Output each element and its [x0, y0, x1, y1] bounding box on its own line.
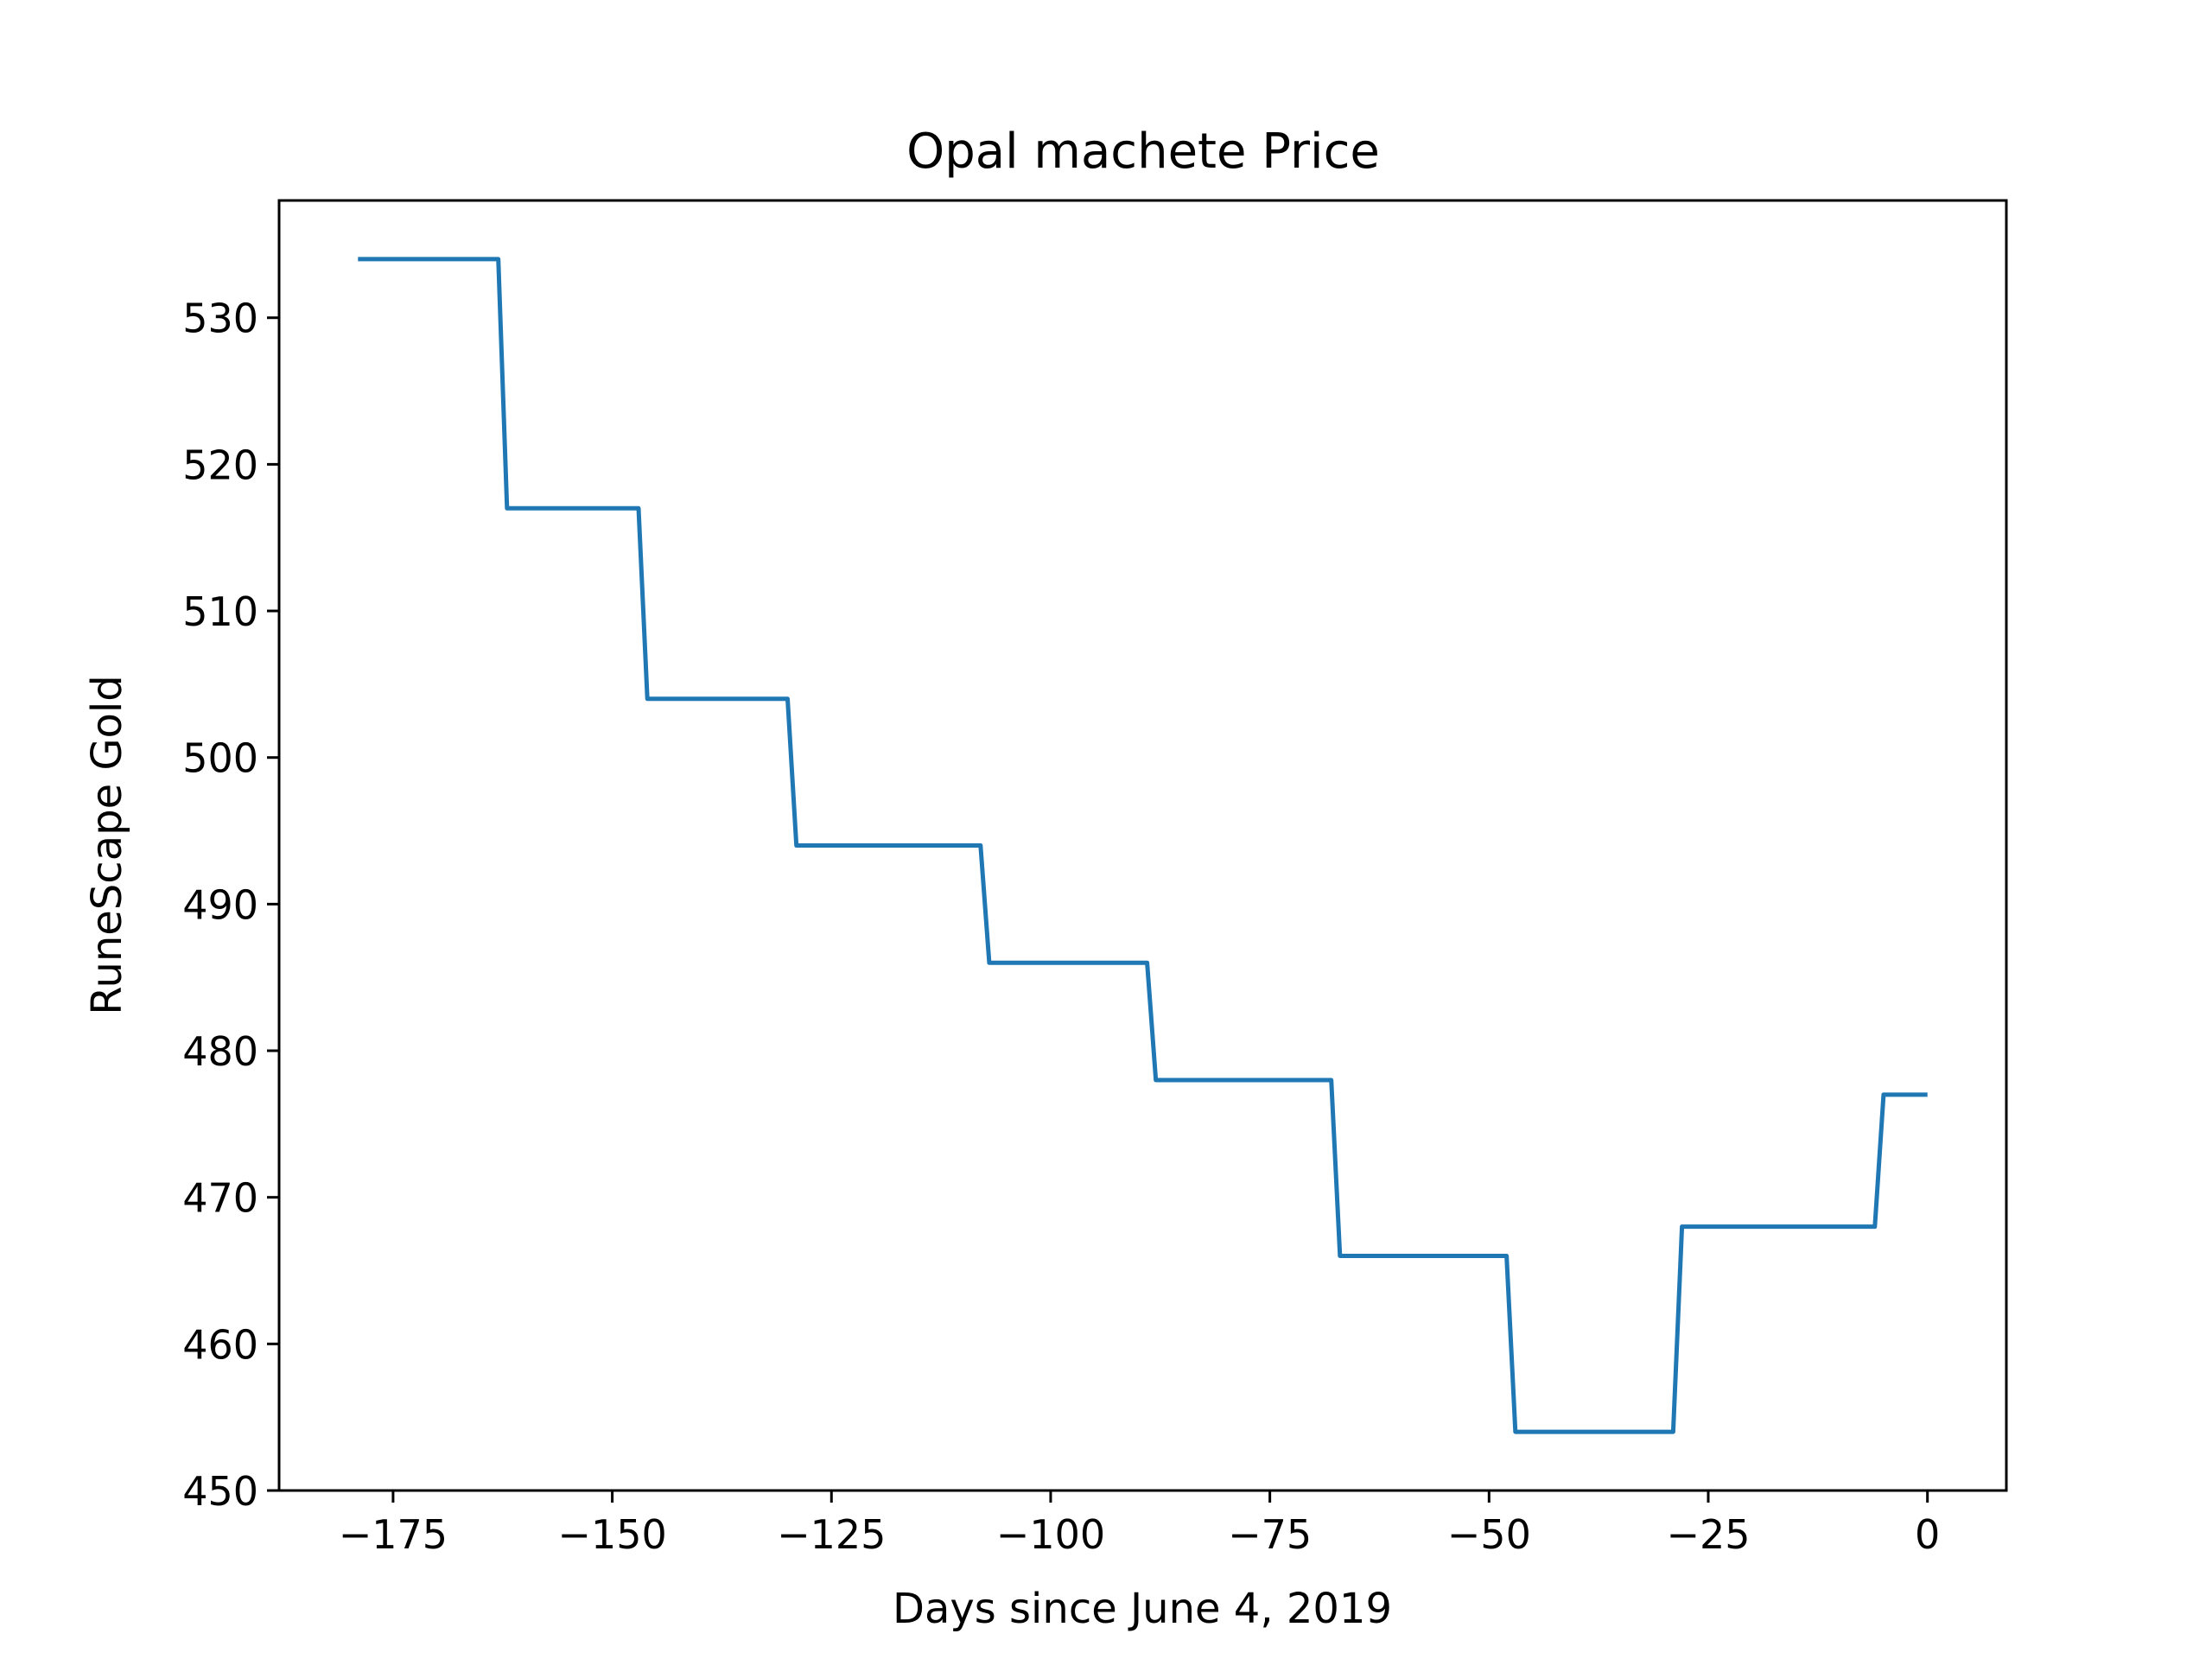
chart-title: Opal machete Price [906, 124, 1380, 180]
y-tick-label: 450 [182, 1468, 258, 1515]
x-tick-label: 0 [1915, 1511, 1940, 1558]
y-tick-label: 480 [182, 1028, 258, 1075]
x-axis: −175 −150 −125 −100 −75 −50 −25 0 [339, 1491, 1940, 1558]
x-tick-label: −25 [1666, 1511, 1750, 1558]
y-tick-label: 520 [182, 442, 258, 488]
y-tick-label: 500 [182, 735, 258, 782]
plot-frame [277, 199, 2008, 1492]
y-axis: 450 460 470 480 490 500 510 520 530 [182, 296, 279, 1515]
x-tick-label: −50 [1447, 1511, 1531, 1558]
x-tick-label: −125 [777, 1511, 886, 1558]
x-tick-label: −150 [557, 1511, 666, 1558]
y-tick-label: 490 [182, 881, 258, 928]
y-axis-title: RuneScape Gold [83, 675, 131, 1014]
x-axis-title: Days since June 4, 2019 [893, 1585, 1392, 1633]
x-tick-label: −100 [996, 1511, 1105, 1558]
plot-lines [358, 257, 1928, 1434]
price-line [358, 257, 1928, 1434]
x-tick-label: −75 [1228, 1511, 1312, 1558]
y-tick-label: 510 [182, 588, 258, 635]
y-tick-label: 460 [182, 1321, 258, 1368]
y-tick-label: 530 [182, 296, 258, 342]
x-tick-label: −175 [339, 1511, 448, 1558]
y-tick-label: 470 [182, 1175, 258, 1222]
